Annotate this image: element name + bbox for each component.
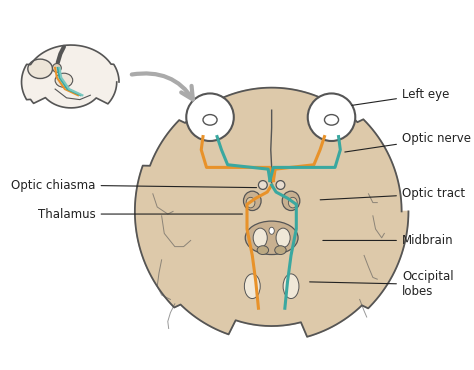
Ellipse shape xyxy=(55,73,73,87)
Ellipse shape xyxy=(28,59,53,78)
Ellipse shape xyxy=(282,191,300,211)
Text: Optic tract: Optic tract xyxy=(320,187,465,200)
Text: Midbrain: Midbrain xyxy=(323,234,454,247)
Text: Optic chiasma: Optic chiasma xyxy=(11,178,256,192)
Ellipse shape xyxy=(257,246,269,255)
Text: Thalamus: Thalamus xyxy=(38,208,243,221)
Circle shape xyxy=(276,181,285,189)
Text: Occipital
lobes: Occipital lobes xyxy=(310,270,454,299)
Text: Optic nerve: Optic nerve xyxy=(345,132,471,152)
Polygon shape xyxy=(21,45,119,108)
Ellipse shape xyxy=(253,228,267,248)
Ellipse shape xyxy=(276,228,290,248)
Ellipse shape xyxy=(245,221,298,255)
Circle shape xyxy=(53,64,61,72)
Ellipse shape xyxy=(203,115,217,125)
Ellipse shape xyxy=(275,246,286,255)
Ellipse shape xyxy=(288,197,297,208)
Circle shape xyxy=(308,94,356,141)
Ellipse shape xyxy=(283,274,299,299)
Circle shape xyxy=(258,181,267,189)
Ellipse shape xyxy=(245,274,260,299)
Ellipse shape xyxy=(269,227,274,234)
Ellipse shape xyxy=(246,197,255,208)
Polygon shape xyxy=(135,88,409,337)
Circle shape xyxy=(186,94,234,141)
Ellipse shape xyxy=(244,191,261,211)
Ellipse shape xyxy=(325,115,338,125)
Text: Left eye: Left eye xyxy=(352,88,449,105)
